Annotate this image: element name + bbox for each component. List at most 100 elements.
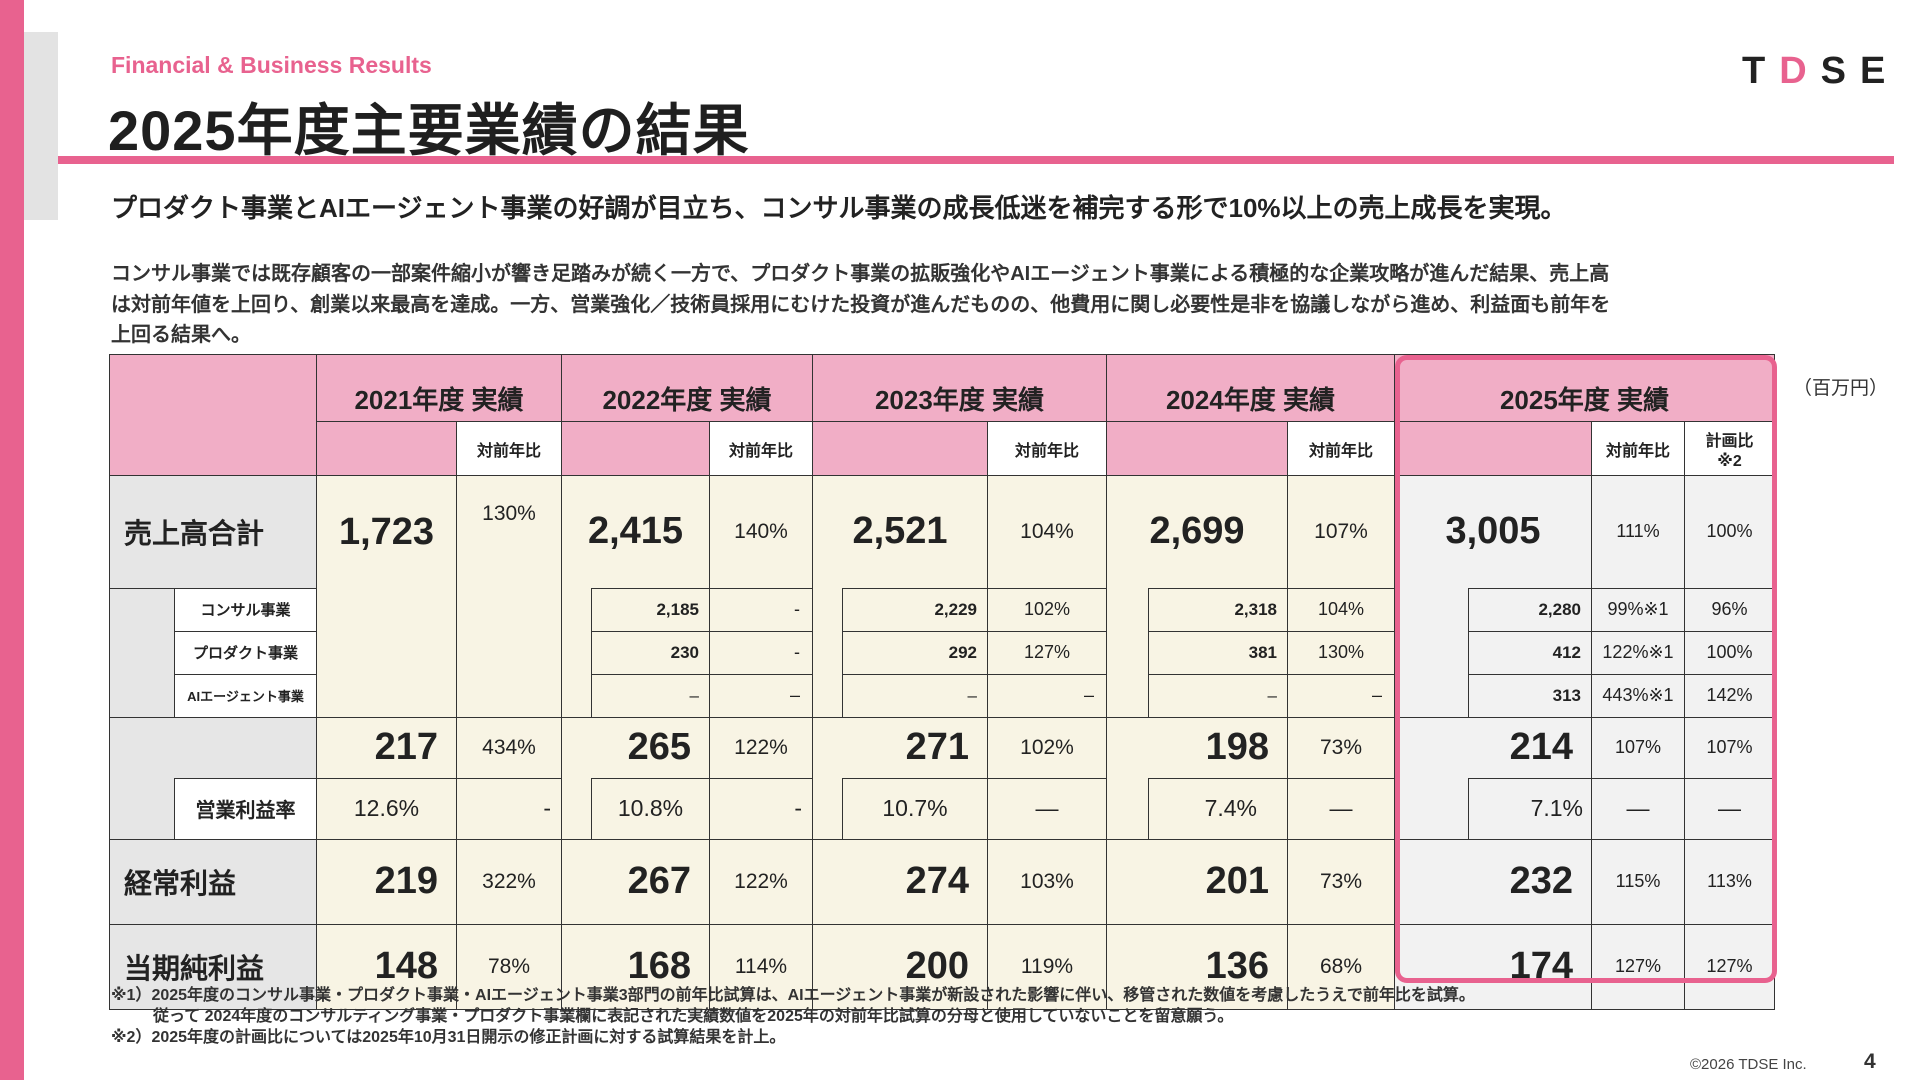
- net-2024-yoy: 68%: [1287, 923, 1395, 1010]
- sales-2023-yoy: 104%: [987, 475, 1107, 589]
- segment-gap: [1106, 631, 1149, 674]
- operating-margin-row: 営業利益率 12.6% - 10.8% - 10.7% — 7.4% — 7.1…: [109, 777, 1775, 840]
- page-number: 4: [1864, 1050, 1876, 1073]
- op-2025-yoy: 107%: [1591, 716, 1685, 779]
- footnote-2: ※2）2025年度の計画比については2025年10月31日開示の修正計画に対する…: [111, 1029, 786, 1046]
- segment-label-consul: コンサル事業: [174, 587, 317, 632]
- gray-side-block: [24, 32, 58, 220]
- segment-row-consul: コンサル事業 2,185 - 2,229 102% 2,318 104% 2,2…: [109, 587, 1775, 632]
- sales-2022-yoy: 140%: [709, 475, 813, 589]
- copyright: ©2026 TDSE Inc.: [1690, 1056, 1807, 1073]
- product-2022-yoy: -: [709, 630, 813, 675]
- segment-gap: [1106, 588, 1149, 631]
- sales-2024-yoy: 107%: [1287, 475, 1395, 589]
- segment-gap: [1106, 674, 1149, 718]
- net-2022: 168: [561, 923, 710, 1010]
- op-2025-plan: 107%: [1684, 716, 1775, 779]
- segment-gap: [561, 778, 592, 840]
- ai-2024: –: [1148, 673, 1288, 718]
- op-2024: 198: [1106, 716, 1288, 778]
- product-2025: 412: [1468, 630, 1592, 675]
- consul-2022: 2,185: [591, 587, 710, 632]
- segment-gap: [1394, 588, 1469, 631]
- summary-line: コンサル事業では既存顧客の一部案件縮小が響き足踏みが続く一方で、プロダクト事業の…: [111, 263, 1610, 285]
- sales-2023: 2,521: [812, 475, 988, 588]
- accent-side-bar: [0, 0, 24, 1080]
- page-title: 2025年度主要業績の結果: [108, 99, 750, 162]
- ord-2025-yoy: 115%: [1591, 838, 1685, 925]
- sales-2024: 2,699: [1106, 475, 1288, 588]
- header-blank: [316, 421, 457, 476]
- consul-2024-yoy: 104%: [1287, 587, 1395, 632]
- opr-2023: 10.7%: [842, 777, 988, 840]
- op-2023: 271: [812, 716, 988, 778]
- ord-2024: 201: [1106, 838, 1288, 925]
- footnote-1-cont: 従って 2024年度のコンサルティング事業・プロダクト事業欄に表記された実績数値…: [153, 1008, 1234, 1025]
- product-2025-yoy: 122%※1: [1591, 630, 1685, 675]
- ordinary-profit-row: 経常利益 219 322% 267 122% 274 103% 201 73% …: [109, 838, 1775, 925]
- header-blank: [812, 421, 988, 476]
- sales-2021-yoy: 130%: [456, 475, 562, 588]
- plan-ratio-note: ※2: [1717, 452, 1742, 470]
- section-eyebrow: Financial & Business Results: [111, 52, 432, 78]
- segment-gap: [1106, 778, 1149, 840]
- net-2023-yoy: 119%: [987, 923, 1107, 1010]
- ord-2025: 232: [1394, 838, 1592, 925]
- segment-indent: [109, 631, 175, 674]
- segment-label-product: プロダクト事業: [174, 630, 317, 675]
- op-2021: 217: [316, 716, 457, 778]
- year-2023-header: 2023年度 実績: [812, 354, 1107, 422]
- ord-2023: 274: [812, 838, 988, 925]
- header-corner: [109, 354, 317, 476]
- logo-letter-d: D: [1779, 50, 1821, 92]
- year-2024-header: 2024年度 実績: [1106, 354, 1395, 422]
- segment-indent: [109, 588, 175, 631]
- operating-margin-label: 営業利益率: [174, 777, 317, 840]
- yoy-header: 対前年比: [1287, 421, 1395, 476]
- opr-2025-plan: —: [1684, 777, 1775, 840]
- segment-indent: [109, 778, 175, 840]
- segment-gap: [812, 674, 843, 718]
- opr-2022: 10.8%: [591, 777, 710, 840]
- plan-ratio-header: 計画比 ※2: [1684, 421, 1775, 476]
- net-2025-plan: 127%: [1684, 923, 1775, 1010]
- summary-line: は対前年値を上回り、創業以来最高を達成。一方、営業強化／技術員採用にむけた投資が…: [111, 293, 1611, 316]
- consul-2025: 2,280: [1468, 587, 1592, 632]
- op-2024-yoy: 73%: [1287, 716, 1395, 779]
- year-2022-header: 2022年度 実績: [561, 354, 813, 422]
- consul-2025-plan: 96%: [1684, 587, 1775, 632]
- net-2025: 174: [1394, 923, 1592, 1010]
- yoy-header: 対前年比: [709, 421, 813, 476]
- segment-row-product: プロダクト事業 230 - 292 127% 381 130% 412 122%…: [109, 630, 1775, 675]
- consul-2023-yoy: 102%: [987, 587, 1107, 632]
- opr-2021: 12.6%: [316, 777, 457, 840]
- yoy-header: 対前年比: [1591, 421, 1685, 476]
- sales-2021-cont: [316, 588, 457, 631]
- sales-2025-plan: 100%: [1684, 475, 1775, 589]
- title-divider: [58, 156, 1894, 164]
- product-2023-yoy: 127%: [987, 630, 1107, 675]
- op-2021-yoy: 434%: [456, 716, 562, 779]
- sales-2021-cont: [316, 631, 457, 674]
- opr-2024-yoy: —: [1287, 777, 1395, 840]
- ai-2022: –: [591, 673, 710, 718]
- ord-2022-yoy: 122%: [709, 838, 813, 925]
- segment-gap: [812, 588, 843, 631]
- ai-2023-yoy: –: [987, 673, 1107, 718]
- net-2021-yoy: 78%: [456, 923, 562, 1010]
- yoy-header: 対前年比: [987, 421, 1107, 476]
- unit-label: （百万円）: [1793, 378, 1889, 399]
- net-2022-yoy: 114%: [709, 923, 813, 1010]
- segment-gap: [812, 631, 843, 674]
- segment-gap: [1394, 631, 1469, 674]
- sales-2021-yoy-cont: [456, 674, 562, 718]
- segment-gap: [561, 674, 592, 718]
- year-2025-header: 2025年度 実績: [1394, 354, 1775, 422]
- op-2022: 265: [561, 716, 710, 778]
- consul-2025-yoy: 99%※1: [1591, 587, 1685, 632]
- segment-gap: [1394, 674, 1469, 718]
- year-2021-header: 2021年度 実績: [316, 354, 562, 422]
- op-2022-yoy: 122%: [709, 716, 813, 779]
- header-blank: [1106, 421, 1288, 476]
- segment-label-ai: AIエージェント事業: [174, 673, 317, 718]
